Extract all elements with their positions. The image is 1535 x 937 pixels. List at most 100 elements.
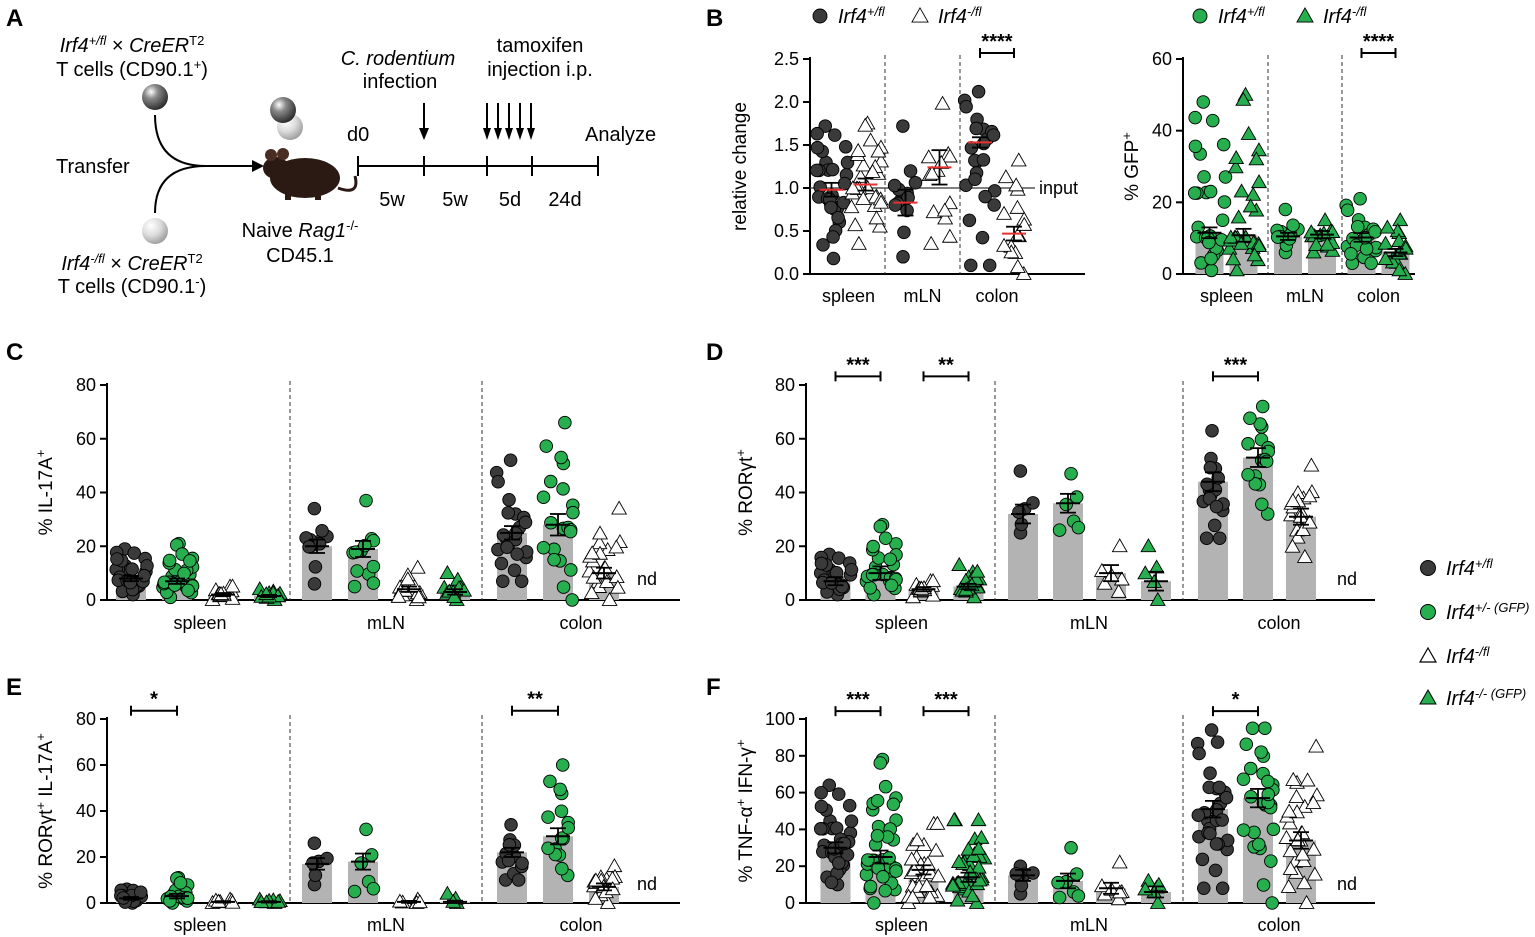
data-point <box>500 540 514 555</box>
data-point <box>173 876 188 890</box>
data-point <box>1071 520 1086 535</box>
x-category-label: spleen <box>1200 286 1253 306</box>
data-point <box>1305 794 1322 809</box>
data-point <box>929 815 946 830</box>
data-point <box>925 204 942 219</box>
data-point <box>584 545 601 560</box>
y-tick-label: 0.5 <box>774 221 799 241</box>
y-tick-label: 0.0 <box>774 264 799 284</box>
data-point <box>409 559 426 574</box>
data-point <box>510 547 524 561</box>
data-point <box>1236 823 1251 837</box>
data-point <box>855 190 872 205</box>
data-point <box>536 490 551 504</box>
data-point <box>904 889 921 904</box>
tamoxifen-arrows-icon <box>483 103 535 140</box>
recipient-line2: CD45.1 <box>266 245 334 267</box>
timeline-end: Analyze <box>585 124 656 146</box>
panel-label-e: E <box>6 674 22 701</box>
data-point <box>1286 218 1300 233</box>
y-tick-label: 2.0 <box>774 92 799 112</box>
y-tick-label: 0 <box>785 590 795 610</box>
data-point <box>831 551 846 565</box>
data-point <box>183 554 197 568</box>
data-point <box>900 203 914 218</box>
y-tick-label: 100 <box>765 709 795 729</box>
y-tick-label: 80 <box>775 375 795 395</box>
data-point <box>1235 91 1252 106</box>
data-point <box>863 879 878 894</box>
data-point <box>837 836 852 851</box>
data-point <box>1241 437 1255 451</box>
panel-label-c: C <box>6 339 23 366</box>
data-point <box>928 842 945 857</box>
data-point <box>973 829 990 844</box>
data-point <box>1282 843 1299 858</box>
data-point <box>1301 488 1318 503</box>
data-point <box>1215 813 1229 827</box>
data-point <box>496 574 510 588</box>
data-point <box>564 563 578 577</box>
data-point <box>896 119 910 133</box>
data-point <box>1391 262 1408 277</box>
data-point <box>1140 538 1157 553</box>
y-tick-label: 20 <box>76 536 96 556</box>
data-point <box>941 228 958 243</box>
data-point <box>1233 235 1250 250</box>
data-point <box>1284 492 1301 507</box>
data-point <box>553 782 567 797</box>
data-point <box>1377 250 1394 265</box>
y-tick-label: 60 <box>76 429 96 449</box>
data-point <box>888 198 902 212</box>
data-point <box>1282 231 1297 246</box>
significance-stars: **** <box>981 31 1012 53</box>
infection-arrow-icon <box>419 103 429 140</box>
data-point <box>307 577 322 591</box>
y-axis-label: % TNF-α+ IFN-γ+ <box>733 740 758 883</box>
data-point <box>870 143 887 158</box>
data-point <box>507 563 522 577</box>
donor-bottom-line1: Irf4-/fl × CreERT2 <box>61 251 202 276</box>
data-point <box>558 415 572 430</box>
data-point <box>502 838 517 852</box>
chart-rorgt-il17a: 0 20 40 60 80 % RORγt+ IL-17A+ spleen mLN colon *… <box>33 689 680 935</box>
data-point <box>1191 808 1206 823</box>
data-point <box>1215 881 1230 896</box>
data-point <box>1026 866 1040 880</box>
y-axis-label: % IL-17A+ <box>33 450 58 536</box>
recipient-line1: Naive Rag1-/- <box>242 218 359 243</box>
data-point <box>844 562 859 577</box>
data-point <box>813 822 828 836</box>
y-tick-label: 0 <box>86 893 96 913</box>
y-tick-label: 60 <box>775 783 795 803</box>
data-point <box>1359 242 1374 256</box>
data-point <box>862 132 879 147</box>
chart-tnfa-ifng: 0 20 40 60 80 100 % TNF-α+ IFN-γ+ spleen mLN colo… <box>733 689 1375 935</box>
data-point <box>1256 878 1271 892</box>
data-point <box>554 450 568 465</box>
data-point <box>1187 186 1202 200</box>
data-point <box>1250 142 1267 157</box>
data-point <box>971 84 986 99</box>
data-point <box>962 213 977 228</box>
data-point <box>162 553 177 568</box>
data-point <box>1294 846 1311 861</box>
x-category-label: mLN <box>903 286 941 306</box>
data-point <box>1228 149 1245 165</box>
data-point <box>502 493 516 507</box>
data-point <box>941 148 958 163</box>
data-point <box>518 515 533 530</box>
data-point <box>606 858 623 873</box>
y-tick-label: 20 <box>1152 192 1172 212</box>
data-point <box>1261 774 1275 789</box>
y-tick-label: 40 <box>775 819 795 839</box>
data-point <box>1015 265 1032 280</box>
data-point <box>446 588 463 603</box>
data-point <box>1221 240 1238 255</box>
data-point <box>439 564 456 580</box>
legend-label-het-gfp: Irf4+/- (GFP) <box>1446 600 1529 625</box>
data-point <box>843 199 860 214</box>
data-point <box>925 573 942 588</box>
significance-stars: *** <box>1224 354 1248 376</box>
